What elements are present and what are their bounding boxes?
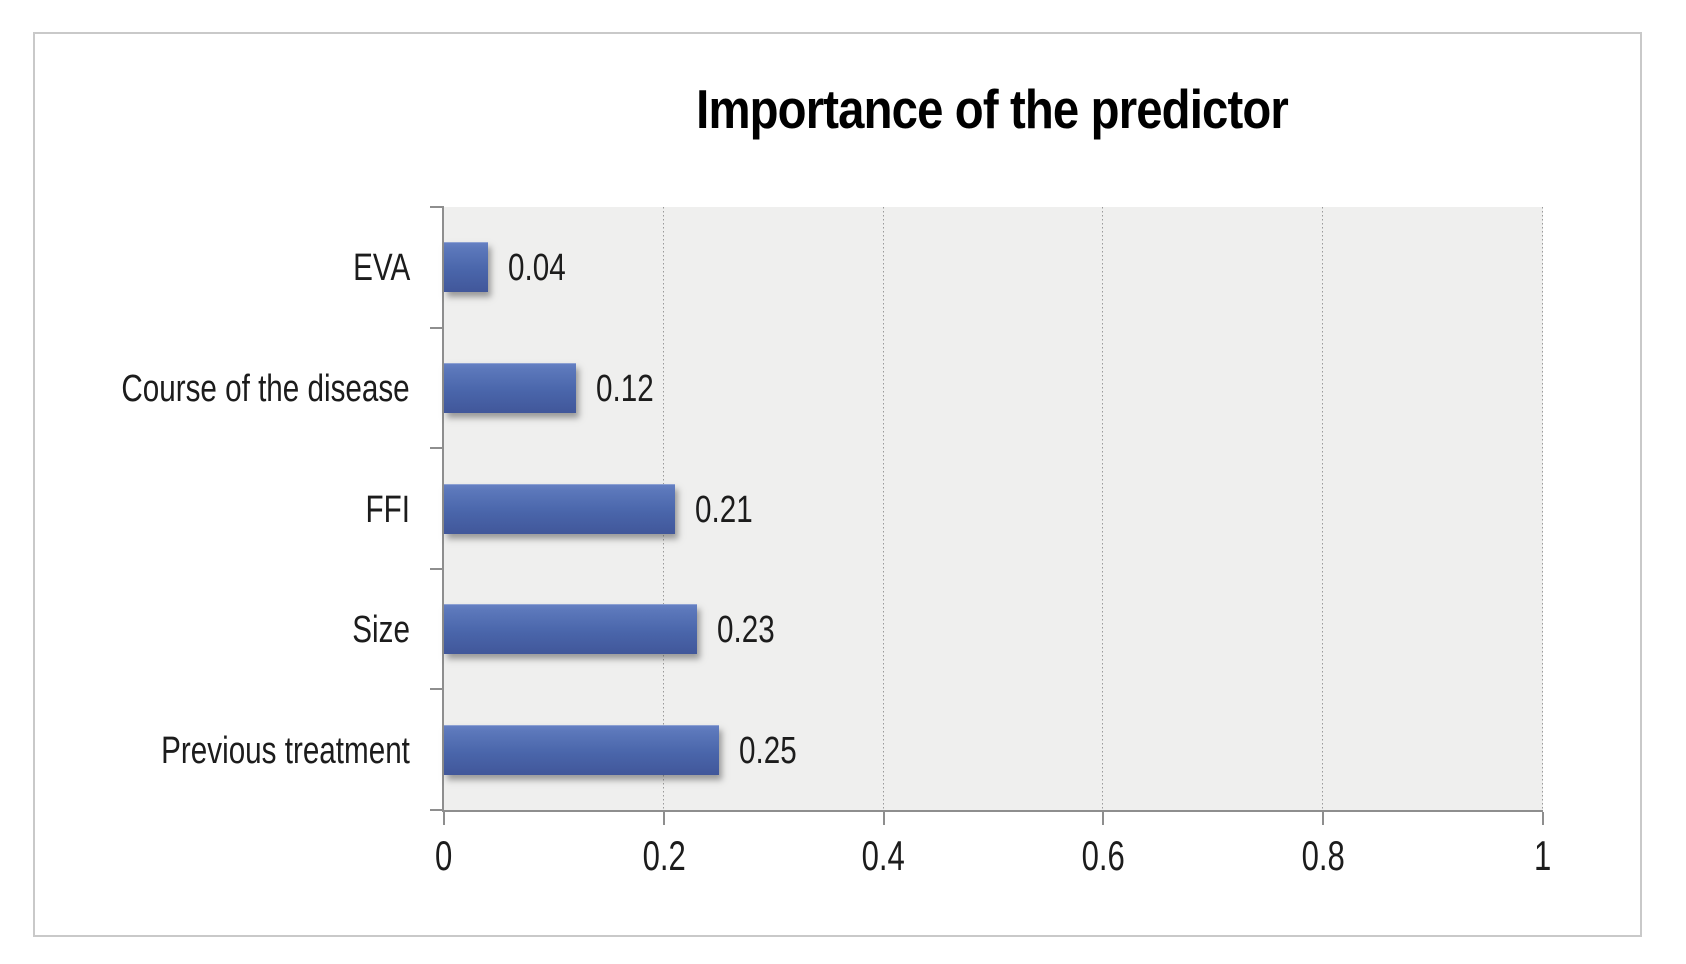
x-axis-tick-label: 0.4 bbox=[824, 832, 944, 879]
x-axis-tick bbox=[1542, 812, 1544, 825]
bar-value-text: 0.23 bbox=[716, 609, 775, 652]
x-axis-tick bbox=[1102, 812, 1105, 825]
x-axis-tick bbox=[662, 812, 665, 825]
bar-value-label: 0.21 bbox=[695, 484, 769, 534]
category-label-text: EVA bbox=[352, 247, 410, 290]
category-label-text: Size bbox=[352, 609, 410, 652]
x-axis-tick-label-text: 0.6 bbox=[1081, 832, 1125, 879]
category-label: Size bbox=[35, 604, 410, 654]
x-axis-tick-label-text: 0.2 bbox=[642, 832, 686, 879]
x-axis-labels: 0 0.2 0.4 0.6 0.8 1 bbox=[435, 832, 1551, 879]
bar-value-text: 0.12 bbox=[595, 367, 654, 410]
bar bbox=[444, 362, 576, 413]
gridline bbox=[1322, 207, 1324, 810]
category-label: Previous treatment bbox=[35, 725, 410, 775]
y-axis-tick bbox=[430, 567, 444, 570]
category-label-text: Previous treatment bbox=[161, 729, 410, 772]
category-label-text: Course of the disease bbox=[121, 367, 410, 410]
bar bbox=[444, 242, 488, 293]
category-label: EVA bbox=[35, 242, 410, 292]
y-axis-tick bbox=[430, 326, 444, 329]
bar bbox=[444, 604, 697, 655]
plot-area: 0.04 0.12 0.21 0.23 0.25 bbox=[442, 207, 1543, 812]
category-label: FFI bbox=[35, 484, 410, 534]
x-axis-tick-label: 1 bbox=[1483, 832, 1603, 879]
bar-value-text: 0.25 bbox=[738, 729, 797, 772]
x-axis-tick-label-text: 0.4 bbox=[861, 832, 906, 879]
x-axis-tick-label-text: 0.8 bbox=[1301, 832, 1345, 879]
chart-title-text: Importance of the predictor bbox=[696, 78, 1290, 140]
gridline bbox=[1102, 207, 1104, 810]
y-axis-tick bbox=[430, 688, 444, 691]
bar-value-text: 0.21 bbox=[694, 488, 753, 531]
y-axis-ticks bbox=[430, 206, 444, 811]
y-axis-tick bbox=[430, 447, 444, 450]
x-axis-tick-label: 0 bbox=[384, 832, 504, 879]
y-axis-tick bbox=[430, 206, 444, 208]
gridline bbox=[882, 207, 884, 810]
x-axis-tick-label-text: 0 bbox=[435, 832, 453, 879]
bar-value-label: 0.25 bbox=[739, 725, 813, 775]
category-label-text: FFI bbox=[365, 488, 410, 531]
x-axis-tick bbox=[443, 812, 445, 825]
y-axis-tick bbox=[430, 809, 444, 811]
bar-value-label: 0.23 bbox=[717, 604, 791, 654]
x-axis-tick bbox=[1322, 812, 1325, 825]
chart-frame: Importance of the predictor EVA Course of… bbox=[33, 32, 1642, 937]
bar-value-label: 0.04 bbox=[508, 242, 582, 292]
x-axis-tick-label: 0.6 bbox=[1043, 832, 1163, 879]
bar bbox=[444, 724, 719, 775]
x-axis-tick-label-text: 1 bbox=[1534, 832, 1552, 879]
gridline bbox=[1542, 207, 1543, 810]
bar bbox=[444, 483, 675, 534]
category-label: Course of the disease bbox=[35, 363, 410, 413]
bar-value-text: 0.04 bbox=[507, 247, 566, 290]
chart-title: Importance of the predictor bbox=[442, 77, 1543, 141]
y-axis-category-labels: EVA Course of the disease FFI Size Previous … bbox=[35, 207, 410, 810]
x-axis-tick-label: 0.8 bbox=[1263, 832, 1383, 879]
x-axis-ticks bbox=[443, 812, 1544, 825]
x-axis-tick-label: 0.2 bbox=[604, 832, 724, 879]
x-axis-tick bbox=[882, 812, 885, 825]
bar-value-label: 0.12 bbox=[596, 363, 670, 413]
